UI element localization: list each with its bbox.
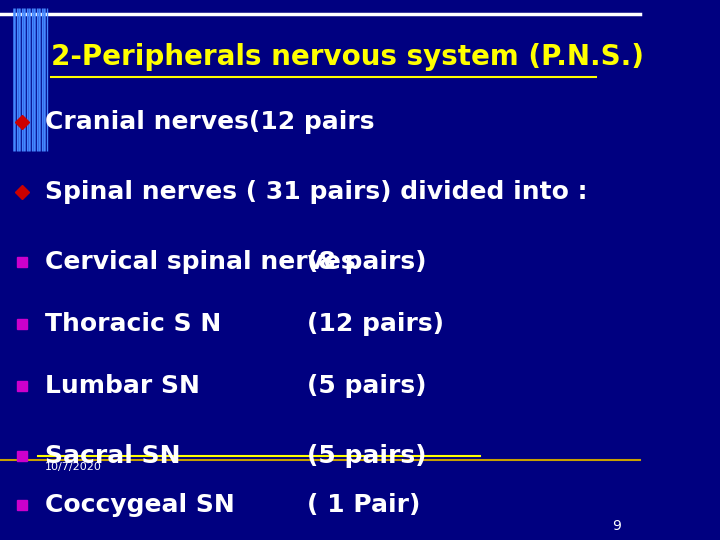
Text: Cranial nerves(12 pairs: Cranial nerves(12 pairs (45, 110, 374, 133)
Text: Thoracic S N: Thoracic S N (45, 312, 221, 336)
Text: (8 pairs): (8 pairs) (307, 250, 427, 274)
Text: Coccygeal SN: Coccygeal SN (45, 493, 235, 517)
Text: (12 pairs): (12 pairs) (307, 312, 444, 336)
Text: 10/7/2020: 10/7/2020 (45, 462, 102, 472)
Text: (5 pairs): (5 pairs) (307, 444, 427, 468)
Text: 9: 9 (612, 519, 621, 534)
Text: 2-Peripherals nervous system (P.N.S.): 2-Peripherals nervous system (P.N.S.) (51, 43, 644, 71)
Text: Cervical spinal nerves: Cervical spinal nerves (45, 250, 356, 274)
Text: Sacral SN: Sacral SN (45, 444, 180, 468)
Text: Lumbar SN: Lumbar SN (45, 374, 199, 398)
Text: (5 pairs): (5 pairs) (307, 374, 427, 398)
Text: ( 1 Pair): ( 1 Pair) (307, 493, 420, 517)
Text: Spinal nerves ( 31 pairs) divided into :: Spinal nerves ( 31 pairs) divided into : (45, 180, 588, 204)
